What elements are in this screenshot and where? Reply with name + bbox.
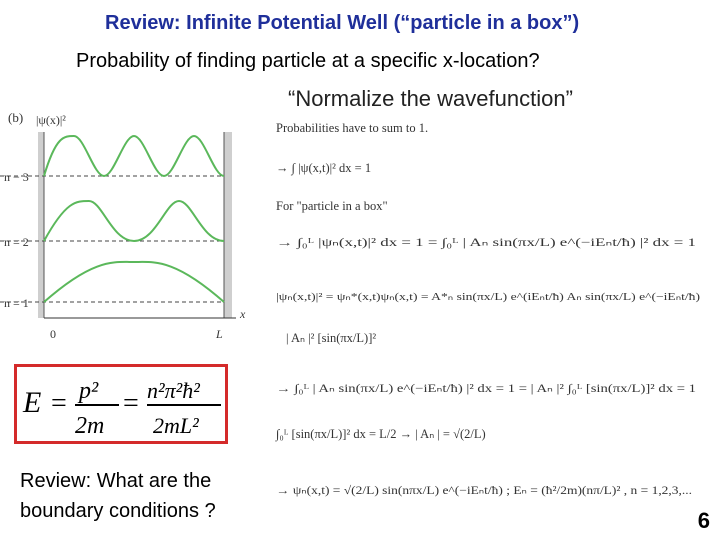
equals-sign-1: = — [51, 388, 67, 419]
derivation-line-3: For "particle in a box" — [276, 199, 388, 213]
derivation-line-1: Probabilities have to sum to 1. — [276, 121, 428, 135]
derivation-line-2: → ∫ |ψ(x,t)|² dx = 1 — [276, 161, 371, 176]
level-label-n3: n − 3 — [4, 170, 29, 184]
page-number: 6 — [697, 508, 710, 533]
energy-formula-box: E = p² 2m = n²π²ħ² 2mL² — [14, 364, 228, 444]
slide-title: Review: Infinite Potential Well (“partic… — [105, 12, 580, 34]
derivation-line-8: ∫₀ᴸ [sin(πx/L)]² dx = L/2 → | Aₙ | = √(2… — [275, 427, 486, 442]
derivation-line-9: → ψₙ(x,t) = √(2/L) sin(nπx/L) e^(−iEₙt/ħ… — [276, 484, 692, 497]
frac2-denominator: 2mL² — [153, 413, 199, 438]
derivation-line-6: | Aₙ |² [sin(πx/L)]² — [286, 331, 376, 345]
left-wall — [38, 132, 44, 318]
level-label-n2: n = 2 — [4, 235, 29, 249]
derivation-line-7: → ∫₀ᴸ | Aₙ sin(πx/L) e^(−iEₙt/ħ) |² dx =… — [276, 383, 696, 395]
review-question: Review: What are the boundary conditions… — [20, 466, 216, 526]
review-line-2: boundary conditions ? — [20, 500, 216, 522]
equals-sign-2: = — [123, 388, 139, 419]
normalization-derivation: Probabilities have to sum to 1. → ∫ |ψ(x… — [275, 121, 700, 497]
panel-label: (b) — [8, 110, 23, 125]
frac1-numerator: p² — [77, 378, 99, 404]
x-axis-start-label: 0 — [50, 327, 56, 341]
derivation-line-5: |ψₙ(x,t)|² = ψₙ*(x,t)ψₙ(x,t) = A*ₙ sin(π… — [276, 291, 700, 303]
slide-subtitle: Probability of finding particle at a spe… — [76, 50, 540, 72]
density-curve-n1 — [43, 260, 225, 303]
normalize-title: “Normalize the wavefunction” — [288, 86, 573, 111]
density-curve-n3 — [43, 134, 225, 178]
probability-density-figure: (b) |ψ(x)|² x 0 L n − 3 n = 2 n = 1 — [0, 110, 246, 341]
energy-formula: E = p² 2m = n²π²ħ² 2mL² — [22, 378, 221, 439]
x-axis-label: x — [239, 307, 246, 321]
level-label-n1: n = 1 — [4, 296, 29, 310]
derivation-line-4: → ∫₀ᴸ |ψₙ(x,t)|² dx = 1 = ∫₀ᴸ | Aₙ sin(π… — [276, 237, 696, 249]
x-axis-end-label: L — [215, 327, 223, 341]
frac1-denominator: 2m — [75, 413, 104, 439]
density-curve-n2 — [43, 199, 225, 243]
right-wall — [224, 132, 232, 318]
y-axis-label: |ψ(x)|² — [36, 113, 66, 127]
energy-lhs: E — [22, 386, 41, 419]
frac2-numerator: n²π²ħ² — [147, 378, 200, 403]
review-line-1: Review: What are the — [20, 470, 212, 492]
